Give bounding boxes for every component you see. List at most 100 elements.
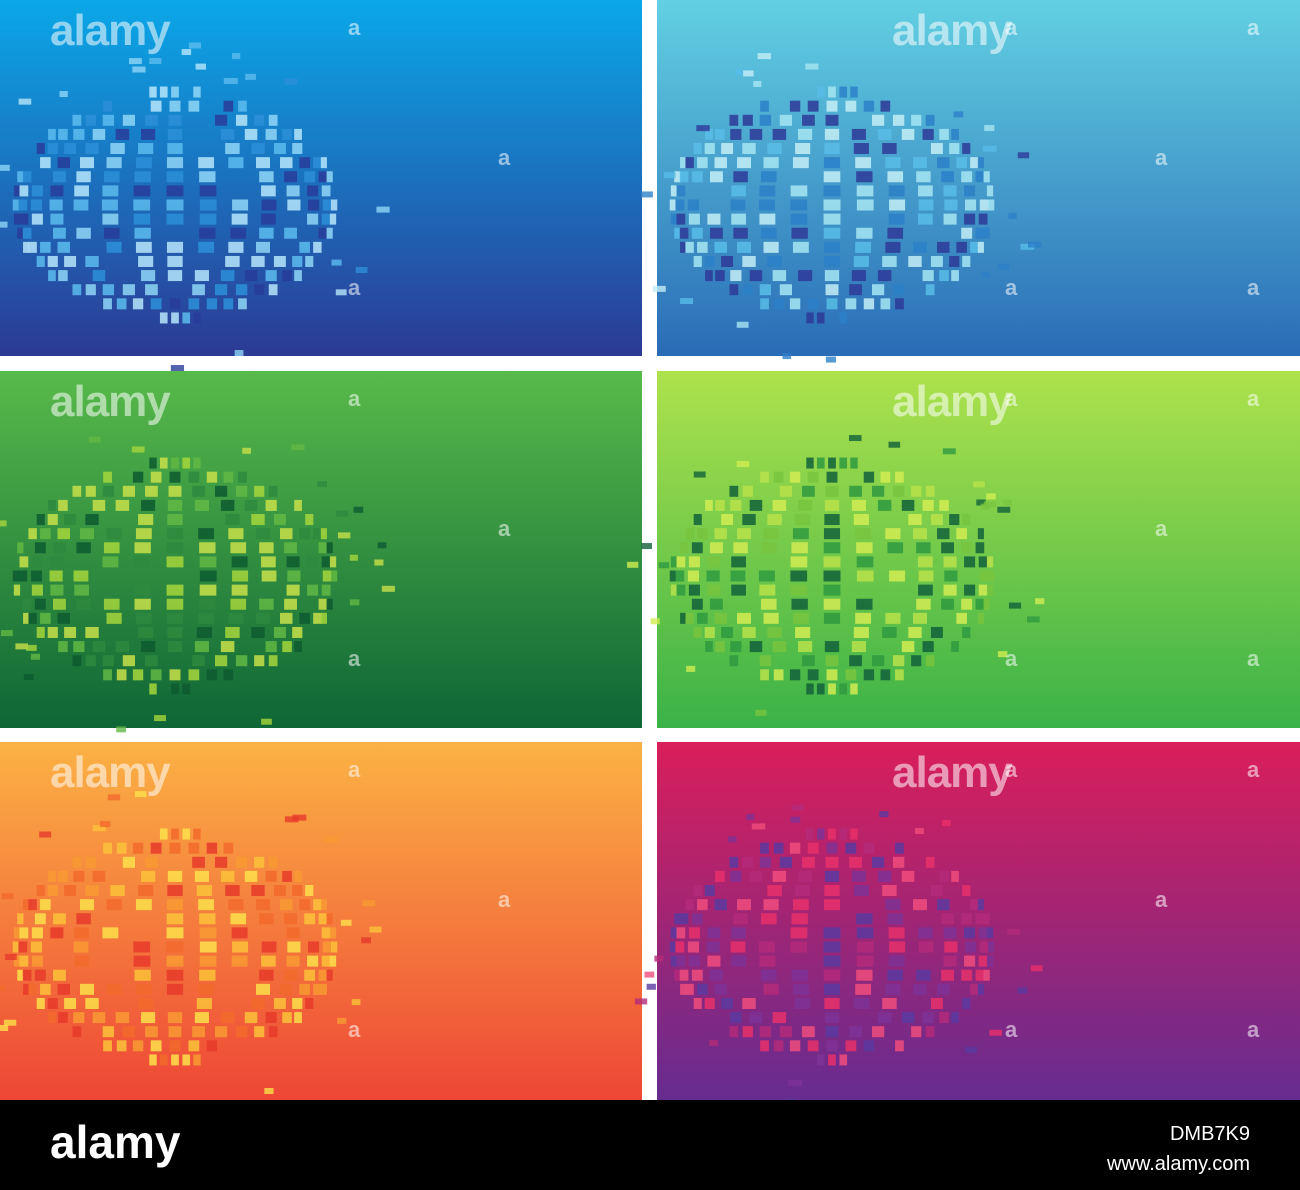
mosaic-tile	[705, 499, 713, 511]
mosaic-tile	[885, 899, 901, 911]
mosaic-tile	[251, 143, 265, 155]
mosaic-tile	[943, 584, 957, 596]
mosaic-tile	[116, 842, 127, 854]
mosaic-tile	[265, 1012, 277, 1024]
mosaic-tile	[199, 227, 216, 239]
scatter-tile	[292, 814, 307, 821]
scatter-tile	[753, 81, 762, 88]
mosaic-tile	[101, 199, 118, 211]
mosaic-tile	[930, 514, 943, 526]
mosaic-tile	[792, 899, 809, 911]
mosaic-tile	[282, 270, 292, 282]
mosaic-tile	[853, 626, 869, 638]
mosaic-tile	[877, 499, 892, 511]
mosaic-tile	[17, 969, 24, 981]
mosaic-tile	[133, 185, 151, 197]
mosaic-tile	[670, 955, 678, 967]
mosaic-tile	[329, 556, 337, 568]
mosaic-tile	[122, 485, 136, 497]
mosaic-tile	[40, 241, 51, 253]
mosaic-tile	[132, 669, 144, 681]
mosaic-tile	[792, 157, 809, 169]
mosaic-tile	[103, 598, 120, 610]
mosaic-tile	[824, 641, 840, 653]
mosaic-tile	[141, 499, 156, 511]
mosaic-tile	[133, 941, 151, 953]
mosaic-tile	[845, 100, 857, 112]
mosaic-tile	[669, 941, 677, 953]
mosaic-tile	[961, 598, 973, 610]
mosaic-tile	[978, 213, 988, 225]
mosaic-tile	[823, 213, 841, 225]
mosaic-tile	[265, 128, 277, 140]
mosaic-tile	[930, 143, 943, 155]
mosaic-tile	[773, 669, 784, 681]
mosaic-tile	[254, 114, 265, 126]
mosaic-tile	[790, 941, 808, 953]
mosaic-tile	[697, 983, 708, 995]
mosaic-tile	[850, 457, 858, 469]
mosaic-tile	[937, 157, 950, 169]
mosaic-tile	[918, 556, 933, 568]
mosaic-tile	[675, 941, 685, 953]
mosaic-tile	[320, 983, 327, 995]
scatter-tile	[641, 543, 652, 550]
mosaic-tile	[76, 542, 91, 554]
mosaic-tile	[889, 941, 906, 953]
mosaic-tile	[19, 927, 29, 939]
mosaic-tile	[169, 669, 181, 681]
mosaic-tile	[284, 913, 297, 925]
mosaic-tile	[220, 270, 235, 282]
mosaic-tile	[760, 542, 777, 554]
mosaic-tile	[34, 542, 46, 554]
mosaic-tile	[850, 828, 858, 840]
mosaic-tile	[825, 485, 839, 497]
mosaic-tile	[261, 185, 276, 197]
mosaic-tile	[882, 143, 897, 155]
mosaic-tile	[320, 157, 327, 169]
mosaic-tile	[102, 927, 119, 939]
mosaic-tile	[676, 185, 686, 197]
mosaic-tile	[40, 983, 51, 995]
mosaic-tile	[733, 913, 748, 925]
mosaic-tile	[284, 542, 297, 554]
mosaic-tile	[790, 185, 808, 197]
mosaic-tile	[168, 1026, 182, 1038]
scatter-tile	[652, 285, 666, 292]
mosaic-tile	[983, 913, 990, 925]
mosaic-tile	[28, 612, 37, 624]
mosaic-tile	[895, 669, 904, 681]
mosaic-tile	[823, 612, 841, 624]
mosaic-tile	[729, 284, 739, 296]
watermark-mark: a	[1005, 1017, 1018, 1042]
mosaic-tile	[943, 927, 957, 939]
mosaic-tile	[261, 213, 276, 225]
mosaic-tile	[816, 86, 825, 98]
mosaic-tile	[824, 270, 840, 282]
mosaic-tile	[261, 570, 277, 582]
mosaic-tile	[244, 499, 258, 511]
mosaic-tile	[225, 626, 240, 638]
mosaic-tile	[767, 143, 782, 155]
mosaic-tile	[167, 499, 183, 511]
scatter-tile	[362, 900, 376, 907]
mosaic-tile	[198, 899, 215, 911]
mosaic-tile	[321, 584, 331, 596]
scatter-tile	[1030, 965, 1043, 972]
mosaic-tile	[795, 514, 811, 526]
watermark-mark: a	[498, 516, 511, 541]
mosaic-tile	[806, 683, 814, 695]
mosaic-tile	[691, 227, 703, 239]
mosaic-tile	[31, 185, 43, 197]
scatter-tile	[5, 953, 17, 960]
mosaic-tile	[166, 941, 184, 953]
mosaic-tile	[871, 856, 885, 868]
mosaic-tile	[772, 870, 787, 882]
mosaic-tile	[987, 570, 995, 582]
mosaic-tile	[688, 584, 700, 596]
scatter-tile	[223, 78, 238, 85]
mosaic-tile	[714, 612, 727, 624]
mosaic-tile	[707, 955, 721, 967]
mosaic-tile	[742, 143, 756, 155]
mosaic-tile	[326, 171, 333, 183]
